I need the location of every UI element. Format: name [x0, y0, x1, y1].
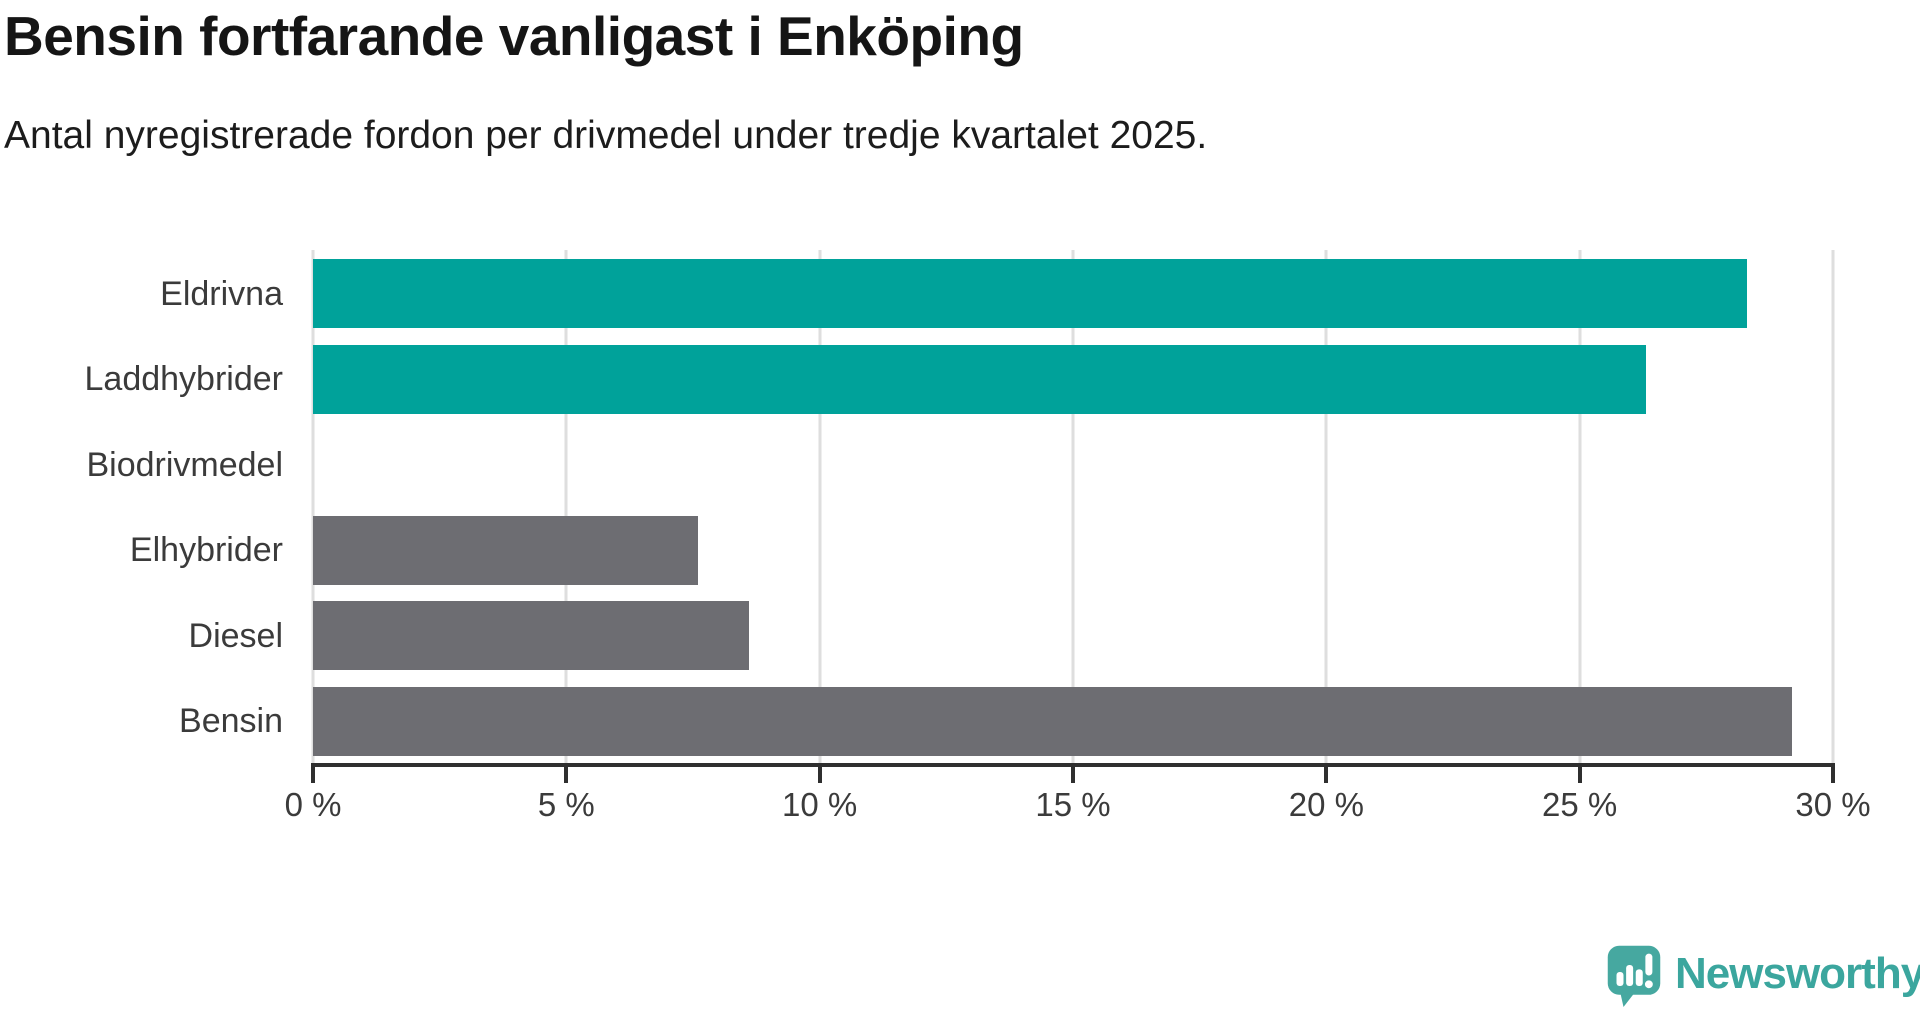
x-axis-tick-0 — [311, 763, 315, 783]
category-label-biodrivmedel: Biodrivmedel — [86, 445, 283, 484]
bar-diesel — [313, 601, 749, 670]
plot-area — [311, 250, 1835, 765]
x-axis-tick-30 — [1831, 763, 1835, 783]
gridline-5 — [564, 250, 568, 765]
x-axis-tick-20 — [1324, 763, 1329, 783]
bar-eldrivna — [313, 259, 1747, 328]
x-axis-tick-25 — [1577, 763, 1582, 783]
newsworthy-logo-text: Newsworthy — [1675, 948, 1920, 998]
x-axis-tick-label-30: 30 % — [1795, 786, 1871, 823]
x-axis-tick-label-20: 20 % — [1288, 786, 1364, 823]
x-axis-tick-label-10: 10 % — [782, 786, 858, 823]
bar-elhybrider — [313, 515, 699, 585]
newsworthy-speech-bubble-chart-icon — [1607, 945, 1661, 1007]
gridline-30 — [1831, 250, 1835, 765]
bar-bensin — [313, 686, 1793, 756]
category-label-elhybrider: Elhybrider — [129, 531, 283, 569]
x-axis-tick-15 — [1071, 763, 1075, 783]
gridline-15 — [1071, 250, 1075, 765]
x-axis-tick-label-5: 5 % — [537, 786, 595, 823]
gridline-0 — [311, 250, 315, 765]
chart-title: Bensin fortfarande vanligast i Enköping — [4, 5, 1024, 67]
x-axis-tick-label-25: 25 % — [1542, 786, 1618, 823]
x-axis-tick-label-15: 15 % — [1035, 786, 1111, 823]
x-axis-tick-10 — [817, 763, 822, 783]
chart-subtitle: Antal nyregistrerade fordon per drivmede… — [4, 114, 1208, 157]
gridline-25 — [1578, 250, 1582, 765]
category-label-bensin: Bensin — [179, 702, 283, 740]
x-axis-tick-5 — [564, 763, 569, 783]
newsworthy-logo: Newsworthy — [1606, 944, 1920, 1007]
bar-laddhybrider — [313, 344, 1646, 414]
gridline-10 — [818, 250, 822, 765]
category-label-laddhybrider: Laddhybrider — [84, 360, 283, 398]
gridline-20 — [1324, 250, 1328, 765]
category-label-eldrivna: Eldrivna — [160, 274, 283, 313]
category-label-diesel: Diesel — [188, 616, 283, 655]
x-axis-tick-label-0: 0 % — [284, 786, 342, 823]
